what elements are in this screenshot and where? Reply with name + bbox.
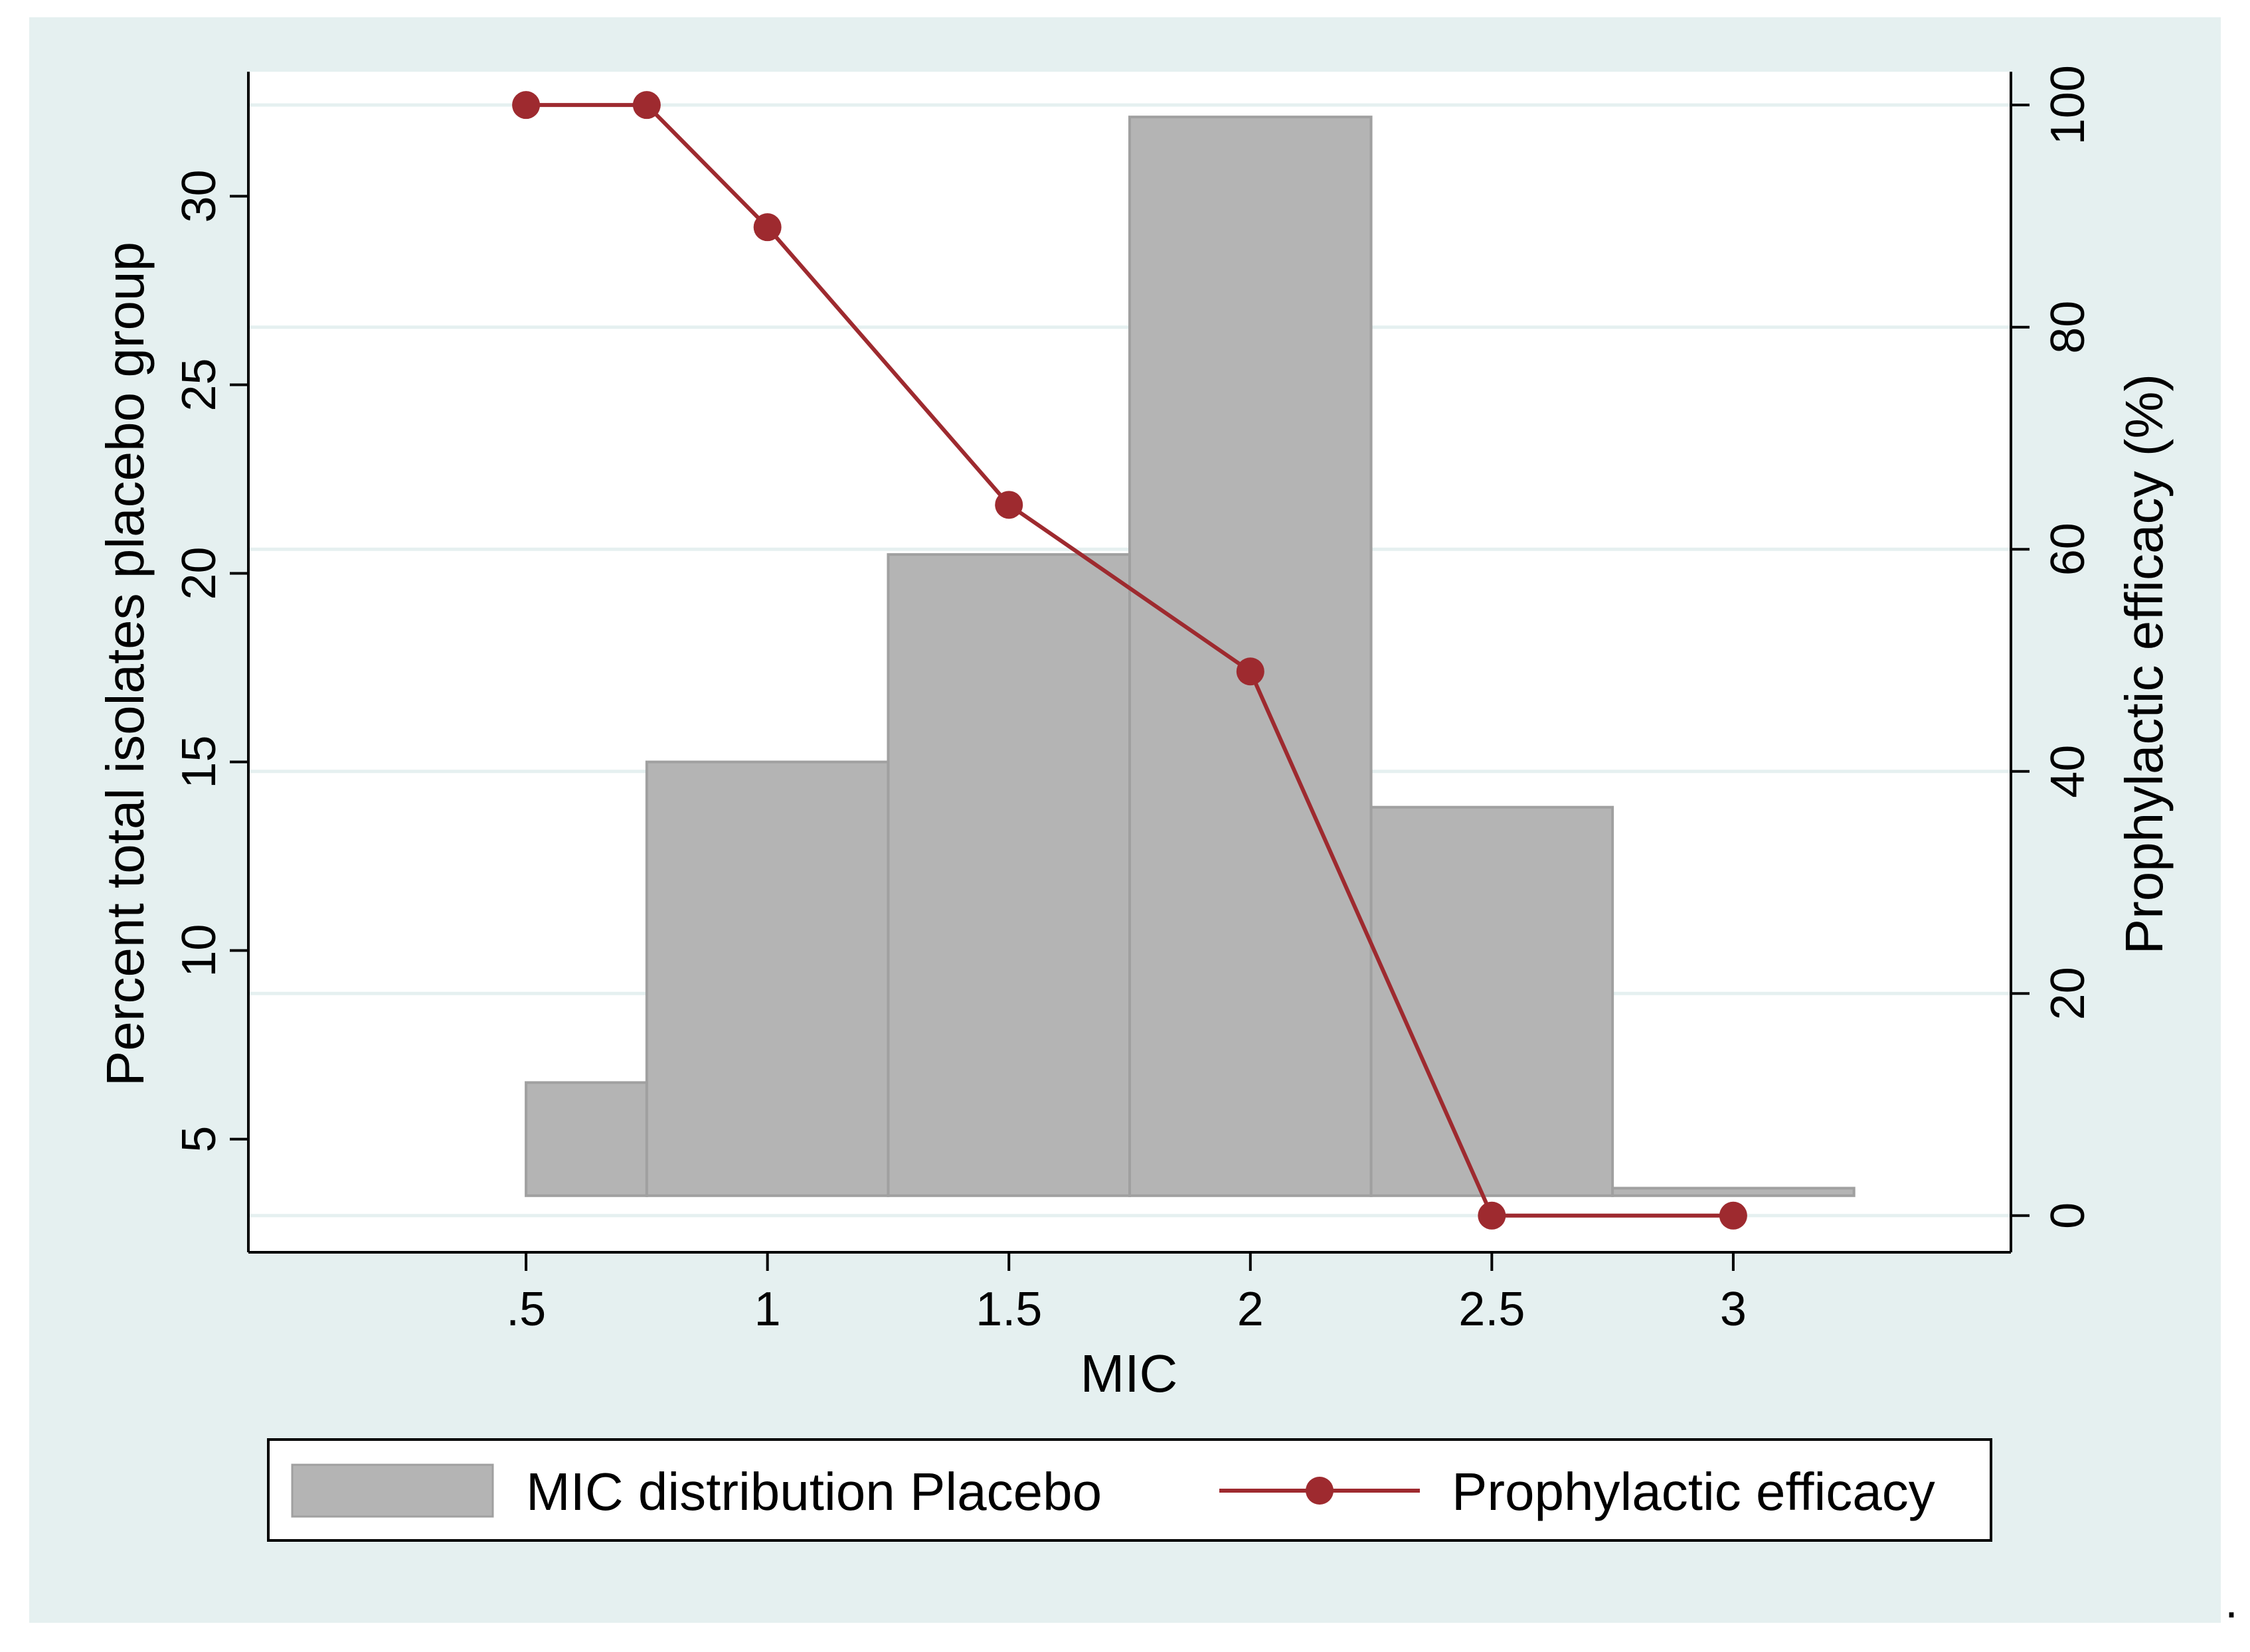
legend-bar-swatch (291, 1463, 494, 1518)
trailing-dot: . (2225, 1575, 2238, 1628)
histogram-bar (1369, 805, 1614, 1197)
efficacy-point (995, 491, 1023, 519)
legend-marker-swatch (1306, 1477, 1334, 1505)
histogram-bar (525, 1081, 648, 1197)
histogram-bar (1128, 116, 1373, 1197)
y-right-tick-label: 80 (2041, 301, 2095, 354)
histogram-bar (887, 553, 1131, 1197)
y-left-ticks: 5 10 15 20 25 30 (173, 169, 248, 1153)
y-right-tick-label: 20 (2041, 967, 2095, 1020)
efficacy-line (512, 91, 1747, 1230)
efficacy-point (1719, 1201, 1747, 1230)
legend: MIC distribution Placebo Prophylactic ef… (267, 1438, 1992, 1542)
legend-label-bars: MIC distribution Placebo (526, 1462, 1102, 1521)
y-right-tick-label: 60 (2041, 523, 2095, 576)
y-left-tick-label: 15 (173, 735, 226, 788)
x-tick-label: .5 (506, 1283, 546, 1336)
efficacy-point (1478, 1201, 1506, 1230)
x-tick-label: 2.5 (1458, 1283, 1525, 1336)
y-left-tick-label: 30 (173, 169, 226, 222)
legend-label-line: Prophylactic efficacy (1452, 1462, 1935, 1521)
efficacy-point (1236, 657, 1264, 686)
x-tick-label: 1 (754, 1283, 781, 1336)
y-left-axis-title: Percent total isolates placebo group (96, 242, 155, 1086)
y-left-tick-label: 25 (173, 358, 226, 411)
x-tick-label: 2 (1237, 1283, 1264, 1336)
histogram-bar (645, 760, 890, 1197)
histogram-bar (1611, 1187, 1856, 1197)
x-tick-label: 1.5 (976, 1283, 1042, 1336)
x-tick-label: 3 (1720, 1283, 1747, 1336)
y-left-tick-label: 5 (173, 1126, 226, 1153)
legend-box (267, 1438, 1992, 1542)
y-right-tick-label: 0 (2041, 1202, 2095, 1229)
efficacy-point (632, 91, 661, 120)
y-right-tick-label: 100 (2041, 65, 2095, 145)
y-right-axis-title: Prophylactic efficacy (%) (2115, 374, 2174, 954)
y-right-ticks: 0 20 40 60 80 100 (2011, 65, 2095, 1229)
y-right-tick-label: 40 (2041, 745, 2095, 798)
x-ticks: .5 1 1.5 2 2.5 3 (506, 1252, 1747, 1336)
x-axis-title: MIC (1081, 1344, 1178, 1403)
y-left-tick-label: 10 (173, 924, 226, 977)
histogram-bars (525, 116, 1856, 1197)
y-left-tick-label: 20 (173, 546, 226, 600)
axes (247, 72, 2012, 1254)
efficacy-point (512, 91, 541, 120)
efficacy-point (753, 213, 782, 242)
